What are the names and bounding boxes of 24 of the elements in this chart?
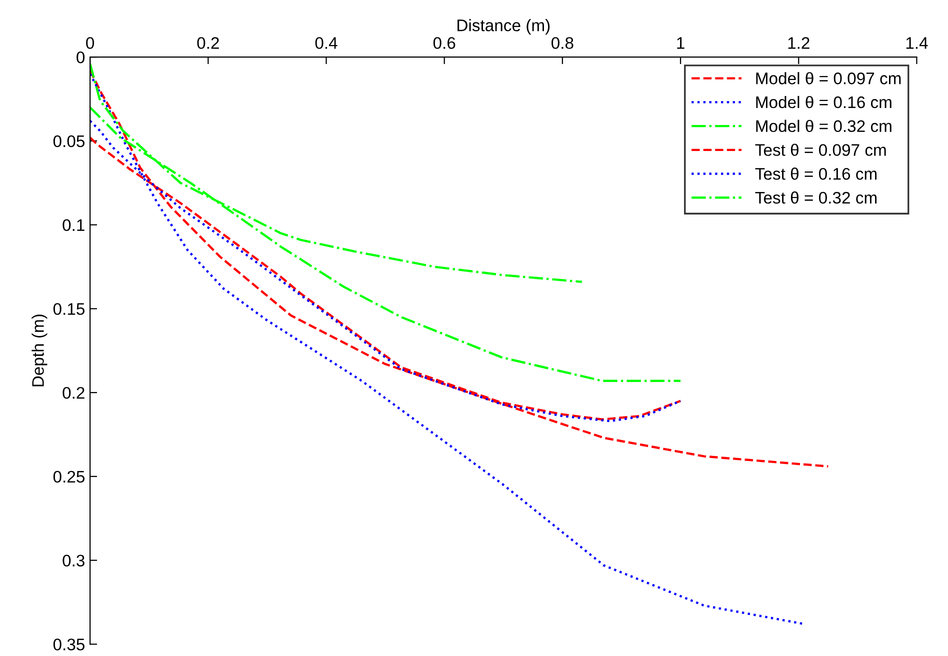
legend-label: Model θ = 0.097 cm: [756, 72, 901, 84]
y-tick-label: 0.3: [62, 554, 84, 567]
x-axis-title: Distance (m): [458, 19, 550, 35]
y-tick-label: 0.1: [62, 219, 84, 232]
y-tick-label: 0.2: [62, 386, 84, 399]
legend-label: Test θ = 0.097 cm: [755, 144, 886, 156]
y-tick-label: 0.25: [53, 470, 85, 483]
legend-label: Model θ = 0.16 cm: [756, 96, 892, 108]
y-axis-title: Depth (m): [32, 314, 48, 386]
legend-label: Model θ = 0.32 cm: [756, 120, 892, 132]
y-tick-label: 0: [76, 51, 85, 64]
x-tick-label: 0.6: [433, 37, 456, 49]
y-tick-label: 0.05: [53, 135, 85, 148]
x-tick-label: 1.4: [906, 37, 928, 49]
x-tick-label: 1.2: [788, 37, 810, 49]
y-tick-label: 0.35: [53, 638, 85, 650]
legend-label: Test θ = 0.32 cm: [755, 191, 877, 204]
y-tick-label: 0.15: [53, 303, 85, 315]
legend-label: Test θ = 0.16 cm: [755, 168, 877, 180]
x-tick-label: 1: [677, 37, 684, 49]
x-tick-label: 0.8: [552, 37, 574, 49]
x-tick-label: 0.4: [315, 37, 338, 49]
x-tick-label: 0.2: [197, 37, 219, 49]
x-tick-label: 0: [86, 37, 94, 49]
